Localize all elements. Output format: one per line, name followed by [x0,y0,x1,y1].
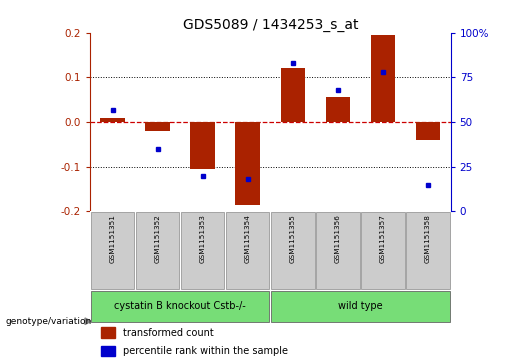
Bar [371,35,396,122]
Text: GSM1151356: GSM1151356 [335,215,341,264]
Bar [191,122,215,169]
FancyBboxPatch shape [91,291,269,322]
Text: percentile rank within the sample: percentile rank within the sample [123,346,287,356]
FancyBboxPatch shape [271,291,450,322]
FancyBboxPatch shape [316,212,359,289]
Text: GSM1151351: GSM1151351 [110,215,116,264]
Text: transformed count: transformed count [123,328,213,338]
Bar [101,346,115,356]
FancyBboxPatch shape [181,212,225,289]
Text: GSM1151352: GSM1151352 [154,215,161,264]
FancyBboxPatch shape [362,212,405,289]
Title: GDS5089 / 1434253_s_at: GDS5089 / 1434253_s_at [183,18,358,32]
Bar [100,118,125,122]
FancyBboxPatch shape [91,212,134,289]
Bar [325,97,350,122]
Bar [235,122,260,205]
FancyBboxPatch shape [271,212,315,289]
Bar [145,122,170,131]
Text: GSM1151358: GSM1151358 [425,215,431,264]
FancyBboxPatch shape [136,212,179,289]
Text: GSM1151354: GSM1151354 [245,215,251,264]
Text: GSM1151353: GSM1151353 [200,215,206,264]
Text: cystatin B knockout Cstb-/-: cystatin B knockout Cstb-/- [114,301,246,311]
FancyBboxPatch shape [406,212,450,289]
Text: GSM1151355: GSM1151355 [290,215,296,264]
Text: wild type: wild type [338,301,383,311]
Bar [281,68,305,122]
FancyBboxPatch shape [226,212,269,289]
Text: genotype/variation: genotype/variation [5,317,91,326]
Bar [416,122,440,140]
Bar [101,327,115,338]
Text: GSM1151357: GSM1151357 [380,215,386,264]
